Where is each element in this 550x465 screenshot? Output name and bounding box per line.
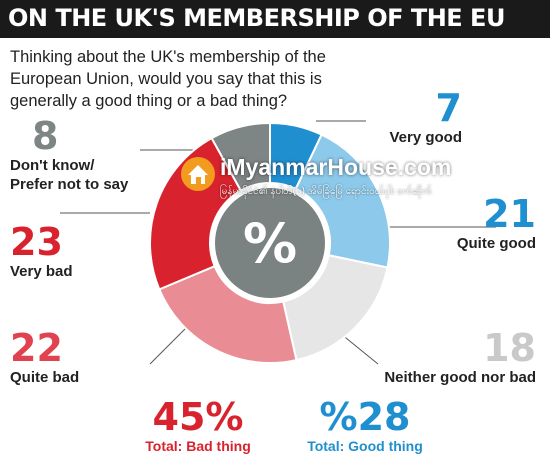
total-good-label: Total: Good thing — [307, 438, 423, 454]
donut-center — [215, 188, 325, 298]
total-good: %28 Total: Good thing — [290, 396, 440, 454]
watermark-site-name: iMyanmarHouse.com — [220, 154, 452, 180]
value-dont-know: 8 — [32, 114, 59, 158]
slice-quite-good — [294, 133, 391, 269]
caption-dont-know-2: Prefer not to say — [10, 176, 129, 193]
caption-dont-know-1: Don't know/ — [10, 157, 95, 174]
caption-quite-bad: Quite bad — [10, 369, 80, 386]
center-percent-label: % — [243, 212, 297, 275]
question-line-3: generally a good thing or a bad thing? — [10, 92, 288, 110]
watermark-tagline: မြန်မာနိုင်ငံ၏ နံပါတ်(၁) အိမ်ခြံမြေ ရောင… — [220, 186, 432, 197]
caption-neither: Neither good nor bad — [384, 369, 536, 386]
caption-quite-good: Quite good — [456, 235, 536, 252]
house-logo-icon — [181, 157, 215, 191]
value-quite-good: 21 — [483, 192, 536, 236]
label-neither: 18 Neither good nor bad — [350, 328, 536, 387]
value-quite-bad: 22 — [10, 326, 63, 370]
survey-question: Thinking about the UK's membership of th… — [10, 46, 360, 112]
value-very-bad: 23 — [10, 220, 63, 264]
label-very-good: 7 Very good — [370, 88, 462, 147]
value-neither: 18 — [483, 326, 536, 370]
total-bad-value: 45% — [152, 395, 244, 439]
label-dont-know: 8 Don't know/ Prefer not to say — [10, 116, 170, 194]
label-quite-bad: 22 Quite bad — [10, 328, 130, 387]
total-bad: 45% Total: Bad thing — [118, 396, 278, 454]
label-very-bad: 23 Very bad — [10, 222, 130, 281]
slice-very-bad — [149, 136, 243, 291]
total-good-value: %28 — [319, 395, 411, 439]
caption-very-good: Very good — [389, 129, 462, 146]
donut-slices — [149, 121, 391, 364]
question-line-1: Thinking about the UK's membership of th… — [10, 48, 326, 66]
value-very-good: 7 — [435, 86, 462, 130]
question-line-2: European Union, would you say that this … — [10, 70, 322, 88]
label-quite-good: 21 Quite good — [400, 194, 536, 253]
slice-neither — [282, 254, 389, 362]
watermark: iMyanmarHouse.com မြန်မာနိုင်ငံ၏ နံပါတ်(… — [180, 150, 470, 210]
total-bad-label: Total: Bad thing — [145, 438, 251, 454]
title-banner: ON THE UK'S MEMBERSHIP OF THE EU — [0, 0, 550, 38]
slice-quite-bad — [158, 264, 298, 364]
caption-very-bad: Very bad — [10, 263, 73, 280]
chart-title: ON THE UK'S MEMBERSHIP OF THE EU — [8, 4, 505, 32]
slice-dont-know — [210, 121, 271, 192]
